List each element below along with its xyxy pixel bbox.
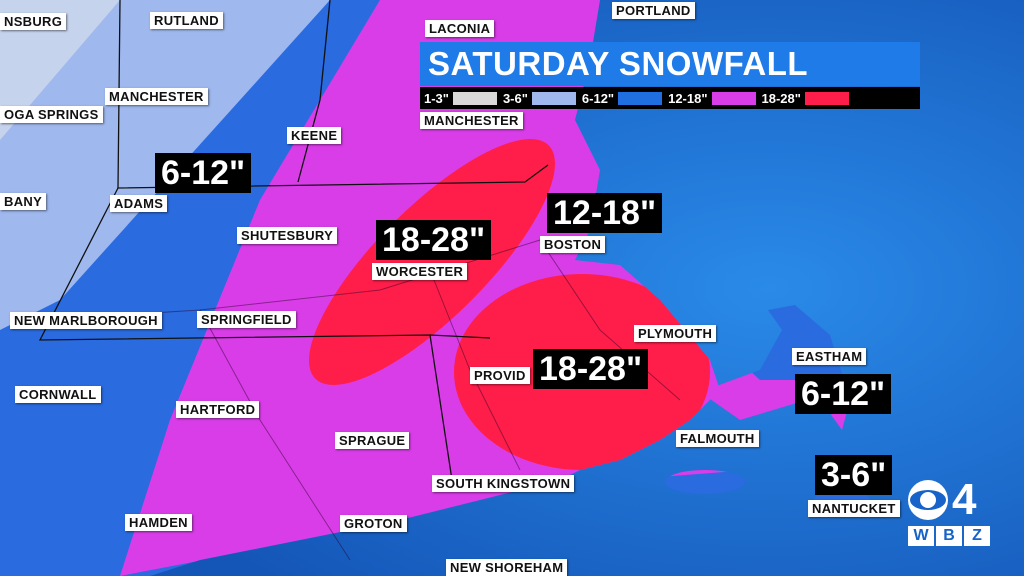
legend-item: 18-28" — [762, 91, 849, 106]
town-label: SHUTESBURY — [237, 227, 338, 244]
town-label: HAMDEN — [125, 514, 192, 531]
amount-label: 12-18" — [547, 193, 663, 233]
legend-item: 6-12" — [581, 90, 663, 106]
amount-label: 6-12" — [795, 374, 892, 414]
title: SATURDAY SNOWFALL — [420, 42, 920, 86]
town-label: SPRINGFIELD — [197, 311, 296, 328]
border — [38, 187, 453, 481]
cbs-eye — [908, 480, 948, 520]
station-letters: W B Z — [908, 526, 998, 546]
band-1-3 — [0, 0, 120, 140]
amount-label: 6-12" — [155, 153, 252, 193]
town-label: MANCHESTER — [420, 112, 523, 129]
town-label: KEENE — [287, 127, 342, 144]
town-label: GROTON — [340, 515, 407, 532]
town-label: NANTUCKET — [808, 500, 900, 517]
legend: 1-3" 3-6" 6-12" 12-18" 18-28" — [420, 87, 920, 109]
legend-label: 1-3" — [424, 90, 449, 106]
road — [539, 239, 681, 401]
station-logo: 4 W B Z — [908, 478, 998, 546]
legend-swatch — [531, 91, 576, 105]
channel-number: 4 — [952, 475, 977, 524]
town-label: MANCHESTER — [105, 88, 208, 105]
amount-label: 18-28" — [533, 349, 649, 389]
town-label: HARTFORD — [176, 401, 260, 418]
town-label: FALMOUTH — [676, 430, 759, 447]
legend-swatch — [711, 91, 756, 105]
town-label: WORCESTER — [372, 263, 468, 280]
town-label: NEW SHOREHAM — [446, 559, 568, 576]
border — [297, 0, 331, 183]
band-18-28 — [309, 139, 555, 385]
amount-label: 3-6" — [815, 455, 893, 495]
town-label: SOUTH KINGSTOWN — [432, 475, 575, 492]
legend-swatch — [618, 91, 663, 105]
town-label: BANY — [0, 193, 47, 210]
town-label: PLYMOUTH — [634, 325, 717, 342]
legend-label: 6-12" — [581, 90, 615, 106]
town-label: PROVID — [470, 367, 530, 384]
road — [199, 309, 351, 561]
town-label: OGA SPRINGS — [0, 106, 103, 123]
town-label: NSBURG — [0, 13, 67, 30]
town-label: EASTHAM — [792, 348, 867, 365]
town-label: SPRAGUE — [335, 432, 410, 449]
station-letter: W — [908, 526, 934, 546]
legend-swatch — [452, 91, 497, 105]
town-label: CORNWALL — [15, 386, 101, 403]
town-label: RUTLAND — [150, 12, 223, 29]
legend-item: 1-3" — [424, 91, 497, 106]
station-letter: B — [936, 526, 962, 546]
legend-label: 18-28" — [761, 90, 801, 106]
amount-label: 18-28" — [376, 220, 492, 260]
logo-network: 4 — [908, 478, 998, 522]
town-label: ADAMS — [110, 195, 168, 212]
legend-swatch — [804, 91, 849, 105]
border — [429, 334, 491, 339]
town-label: LACONIA — [425, 20, 495, 37]
legend-item: 3-6" — [503, 91, 576, 106]
legend-label: 3-6" — [502, 90, 528, 106]
legend-label: 12-18" — [668, 90, 708, 106]
town-label: PORTLAND — [612, 2, 695, 19]
town-label: NEW MARLBOROUGH — [10, 312, 162, 329]
town-label: BOSTON — [540, 236, 606, 253]
legend-item: 12-18" — [668, 90, 756, 106]
station-letter: Z — [964, 526, 990, 546]
